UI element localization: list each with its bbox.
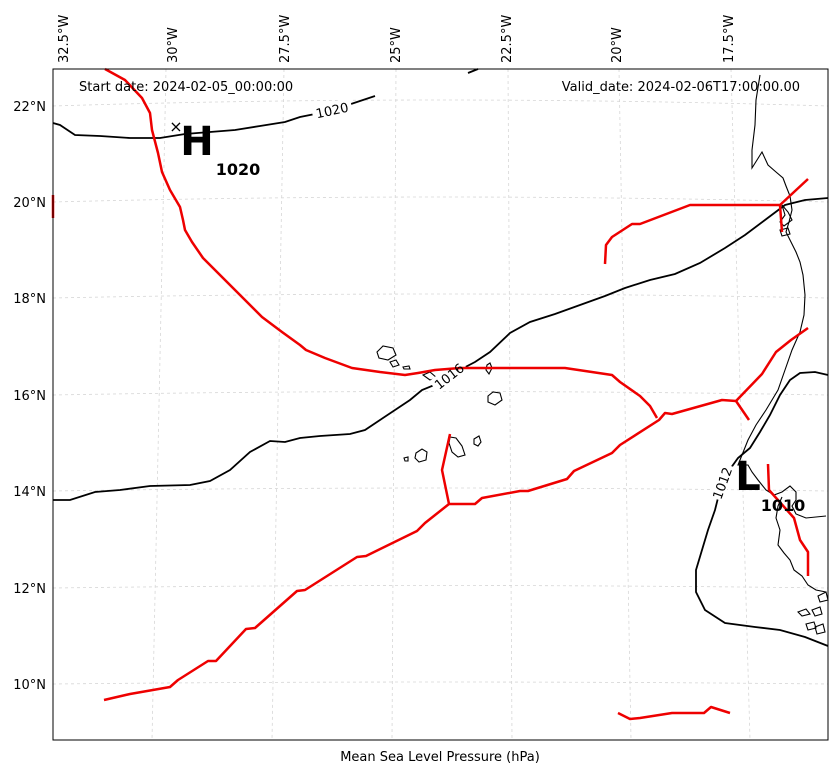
lat-tick-labels: 22°N 20°N 18°N 16°N 14°N 12°N 10°N [13, 100, 46, 693]
trough-south [617, 705, 731, 721]
gridline-lat-18n [52, 293, 829, 299]
start-date-label: Start date: 2024-02-05_00:00:00 [79, 80, 293, 95]
gridline-lon-25w [391, 68, 397, 741]
isobar-1020 [52, 95, 376, 139]
isobar-label-halos [310, 98, 736, 502]
high-value: 1020 [216, 160, 261, 179]
gridline-lon-17-5w [730, 68, 751, 741]
trough-east [735, 326, 809, 402]
lon-tick-25w: 25°W [389, 27, 404, 63]
valid-date-label: Valid_date: 2024-02-06T17:00:00.00 [562, 80, 800, 95]
trough-southwest-spur [440, 433, 452, 505]
gridline-lat-22n [52, 99, 829, 107]
high-pressure-center: × H 1020 [169, 117, 260, 179]
lon-tick-27-5w: 27.5°W [278, 15, 293, 63]
isobar-1020-north [467, 68, 479, 74]
fronts [51, 67, 810, 721]
bijagos-2 [811, 606, 823, 617]
banc-arguin [779, 227, 791, 237]
lat-tick-16n: 16°N [13, 389, 46, 404]
africa-coast [737, 74, 827, 519]
low-letter: L [735, 454, 761, 500]
bijagos-5 [817, 591, 829, 603]
lon-tick-17-5w: 17.5°W [722, 15, 737, 63]
lat-tick-14n: 14°N [13, 485, 46, 500]
gridline-lat-10n [52, 681, 829, 685]
low-pressure-center: L 1010 [735, 454, 805, 515]
map-xlabel: Mean Sea Level Pressure (hPa) [340, 750, 540, 765]
gridline-lat-14n [52, 487, 829, 492]
low-value: 1010 [761, 496, 806, 515]
cape-verde-santo-antao [376, 345, 397, 361]
high-marker-icon: × [169, 117, 182, 136]
trough-northeast [603, 178, 809, 265]
lat-tick-10n: 10°N [13, 678, 46, 693]
lon-tick-32-5w: 32.5°W [57, 15, 72, 63]
gridline-lon-20w [618, 68, 632, 741]
cape-verde-sao-vicente [389, 359, 400, 368]
map-frame [52, 68, 829, 741]
trough-north-south [104, 67, 659, 419]
lat-tick-22n: 22°N [13, 100, 46, 115]
bijagos-4 [814, 623, 826, 635]
gridline-lon-22-5w [507, 68, 513, 741]
bijagos-1 [797, 608, 811, 617]
gridline-lon-30w [151, 68, 167, 741]
isobar-1012 [695, 371, 829, 647]
lon-tick-22-5w: 22.5°W [500, 15, 515, 63]
lon-tick-30w: 30°W [166, 27, 181, 63]
cape-verde-santiago [448, 436, 466, 458]
nouadhibou-bay [779, 204, 793, 227]
trough-northeast-spur [778, 204, 784, 233]
lat-tick-18n: 18°N [13, 292, 46, 307]
lat-tick-20n: 20°N [13, 196, 46, 211]
isobar-label-1020: 1020 [315, 101, 350, 123]
lon-tick-labels: 32.5°W 30°W 27.5°W 25°W 22.5°W 20°W 17.5… [57, 15, 737, 63]
isobar-label-1012: 1012 [711, 465, 736, 501]
coastlines [376, 74, 829, 635]
isobar-labels: 1020 1016 1012 [315, 101, 737, 502]
gridline-lat-12n [52, 585, 829, 589]
lon-tick-20w: 20°W [610, 27, 625, 63]
senegal-guinea-coast [775, 496, 827, 593]
cape-verde-maio [473, 435, 482, 447]
trough-southwest [103, 398, 751, 702]
bijagos-3 [805, 621, 817, 631]
gridline-lat-20n [52, 196, 829, 203]
high-letter: H [180, 119, 213, 165]
gridline-lat-16n [52, 391, 829, 396]
gridline-lon-27-5w [271, 68, 285, 741]
cape-verde-boa-vista [487, 391, 503, 406]
lat-tick-12n: 12°N [13, 582, 46, 597]
cape-verde-sao-nicolau [402, 365, 411, 370]
cape-verde-brava [403, 456, 409, 462]
isobar-1016 [53, 197, 829, 501]
graticule [52, 68, 829, 741]
trough-coast [766, 463, 810, 576]
isobars [52, 68, 829, 647]
cape-verde-fogo [414, 448, 428, 463]
